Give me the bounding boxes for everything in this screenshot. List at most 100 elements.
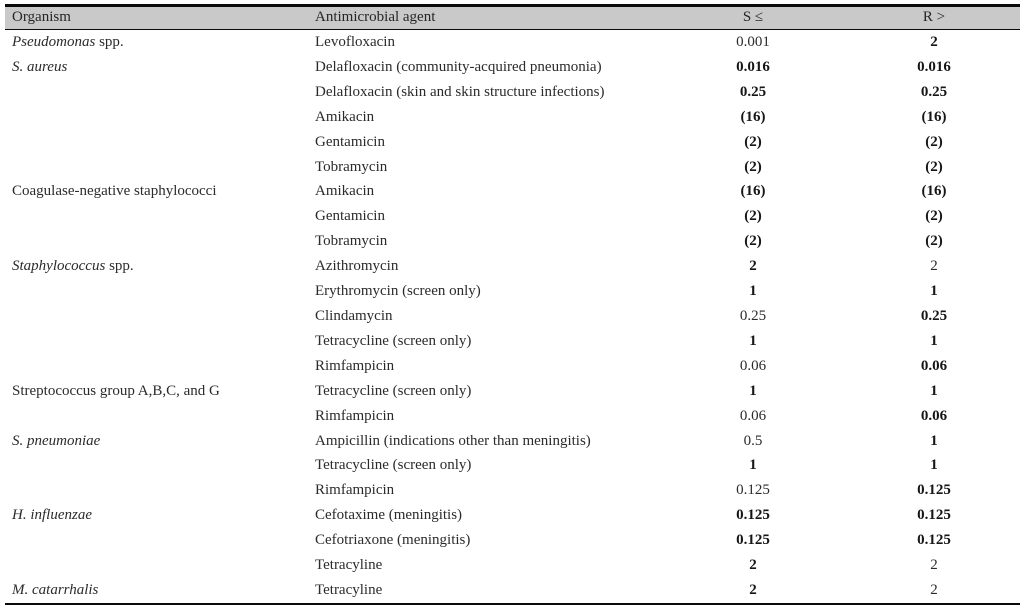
column-header-resistant: R >	[848, 5, 1020, 30]
table-row: M. catarrhalis Tetracyline 2 2	[5, 578, 1020, 604]
s-value: (2)	[744, 208, 762, 225]
table-row: S. aureus Delafloxacin (community-acquir…	[5, 55, 1020, 80]
s-value: 0.125	[736, 482, 770, 499]
agent-cell: Tobramycin	[315, 233, 388, 250]
organism-cell: M. catarrhalis	[5, 578, 308, 604]
agent-cell: Amikacin	[315, 183, 375, 200]
s-value: 0.25	[739, 307, 767, 324]
s-value: 0.06	[739, 407, 767, 424]
s-value: 0.001	[736, 34, 770, 50]
organism-regular: Streptococcus group A,B,C, and G	[12, 382, 220, 399]
table-row: Clindamycin 0.25 0.25	[5, 304, 1020, 329]
table-row: Rimfampicin 0.06 0.06	[5, 404, 1020, 429]
organism-cell	[5, 204, 308, 229]
organism-cell	[5, 229, 308, 254]
s-value: (2)	[744, 133, 762, 150]
table-row: Coagulase-negative staphylococci Amikaci…	[5, 179, 1020, 204]
table-row: Staphylococcus spp. Azithromycin 2 2	[5, 254, 1020, 279]
r-value: (16)	[921, 183, 947, 200]
s-value: 2	[749, 581, 757, 598]
organism-regular: spp.	[95, 34, 124, 50]
agent-cell: Tobramycin	[315, 158, 388, 175]
mic-breakpoints-table: Organism Antimicrobial agent S ≤ R > Pse…	[5, 4, 1020, 605]
agent-cell: Tetracyline	[315, 581, 383, 598]
s-value: 1	[749, 283, 757, 300]
agent-cell: Amikacin	[315, 108, 375, 125]
organism-cell	[5, 354, 308, 379]
agent-cell: Azithromycin	[315, 258, 399, 275]
s-value: 0.125	[736, 507, 770, 524]
organism-regular: Coagulase-negative staphylococci	[12, 183, 217, 200]
r-value: 0.125	[917, 482, 951, 499]
s-value: 2	[749, 258, 757, 275]
r-value: 1	[930, 457, 938, 474]
table-row: S. pneumoniae Ampicillin (indications ot…	[5, 429, 1020, 454]
r-value: (2)	[925, 158, 943, 175]
r-value: 2	[930, 557, 938, 574]
organism-cell	[5, 304, 308, 329]
table-row: Amikacin (16) (16)	[5, 105, 1020, 130]
organism-regular: spp.	[105, 258, 134, 275]
organism-italic: H. influenzae	[12, 507, 92, 524]
organism-cell: Coagulase-negative staphylococci	[5, 179, 308, 204]
r-value: (2)	[925, 133, 943, 150]
organism-cell: Pseudomonas spp.	[5, 30, 308, 55]
agent-cell: Tetracyline	[315, 557, 383, 574]
agent-cell: Levofloxacin	[315, 34, 395, 50]
agent-cell: Tetracycline (screen only)	[315, 457, 472, 474]
organism-cell	[5, 404, 308, 429]
organism-cell: S. pneumoniae	[5, 429, 308, 454]
r-value: 0.016	[917, 58, 951, 75]
table-row: Pseudomonas spp. Levofloxacin 0.001 2	[5, 30, 1020, 55]
table-row: H. influenzae Cefotaxime (meningitis) 0.…	[5, 503, 1020, 528]
agent-cell: Gentamicin	[315, 133, 385, 150]
table-row: Delafloxacin (skin and skin structure in…	[5, 80, 1020, 105]
header-row: Organism Antimicrobial agent S ≤ R >	[5, 5, 1020, 30]
table-row: Erythromycin (screen only) 1 1	[5, 279, 1020, 304]
agent-cell: Rimfampicin	[315, 407, 395, 424]
organism-cell	[5, 453, 308, 478]
organism-italic: S. aureus	[12, 58, 68, 75]
organism-italic: M. catarrhalis	[12, 581, 99, 598]
table-row: Rimfampicin 0.125 0.125	[5, 478, 1020, 503]
table-row: Streptococcus group A,B,C, and G Tetracy…	[5, 379, 1020, 404]
r-value: (2)	[925, 208, 943, 225]
table-header: Organism Antimicrobial agent S ≤ R >	[5, 5, 1020, 30]
organism-italic: Staphylococcus	[12, 258, 106, 275]
organism-italic: Pseudomonas	[12, 34, 96, 50]
agent-cell: Rimfampicin	[315, 357, 395, 374]
s-value: 2	[749, 557, 757, 574]
organism-cell	[5, 329, 308, 354]
s-value: 1	[749, 382, 757, 399]
agent-cell: Gentamicin	[315, 208, 385, 225]
organism-cell: Streptococcus group A,B,C, and G	[5, 379, 308, 404]
s-value: (2)	[744, 158, 762, 175]
r-value: 0.125	[917, 532, 951, 549]
table-row: Gentamicin (2) (2)	[5, 204, 1020, 229]
s-value: 0.06	[739, 357, 767, 374]
column-header-susceptible: S ≤	[658, 5, 848, 30]
s-value: 0.25	[739, 83, 767, 100]
table-row: Tobramycin (2) (2)	[5, 155, 1020, 180]
s-value: 1	[749, 457, 757, 474]
r-value: 1	[930, 283, 938, 300]
r-value: 1	[930, 332, 938, 349]
organism-cell: Staphylococcus spp.	[5, 254, 308, 279]
organism-cell	[5, 105, 308, 130]
r-value: 0.06	[920, 357, 948, 374]
s-value: 0.125	[736, 532, 770, 549]
agent-cell: Clindamycin	[315, 307, 393, 324]
r-value: (2)	[925, 233, 943, 250]
agent-cell: Rimfampicin	[315, 482, 395, 499]
r-value: 1	[930, 432, 938, 449]
table-row: Cefotriaxone (meningitis) 0.125 0.125	[5, 528, 1020, 553]
organism-cell	[5, 155, 308, 180]
organism-cell	[5, 478, 308, 503]
table-row: Gentamicin (2) (2)	[5, 130, 1020, 155]
agent-cell: Cefotriaxone (meningitis)	[315, 532, 471, 549]
table-row: Tetracycline (screen only) 1 1	[5, 453, 1020, 478]
agent-cell: Tetracycline (screen only)	[315, 382, 472, 399]
table-row: Tobramycin (2) (2)	[5, 229, 1020, 254]
r-value: 0.25	[920, 83, 948, 100]
